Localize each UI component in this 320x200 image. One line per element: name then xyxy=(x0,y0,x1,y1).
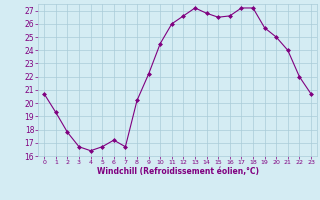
X-axis label: Windchill (Refroidissement éolien,°C): Windchill (Refroidissement éolien,°C) xyxy=(97,167,259,176)
